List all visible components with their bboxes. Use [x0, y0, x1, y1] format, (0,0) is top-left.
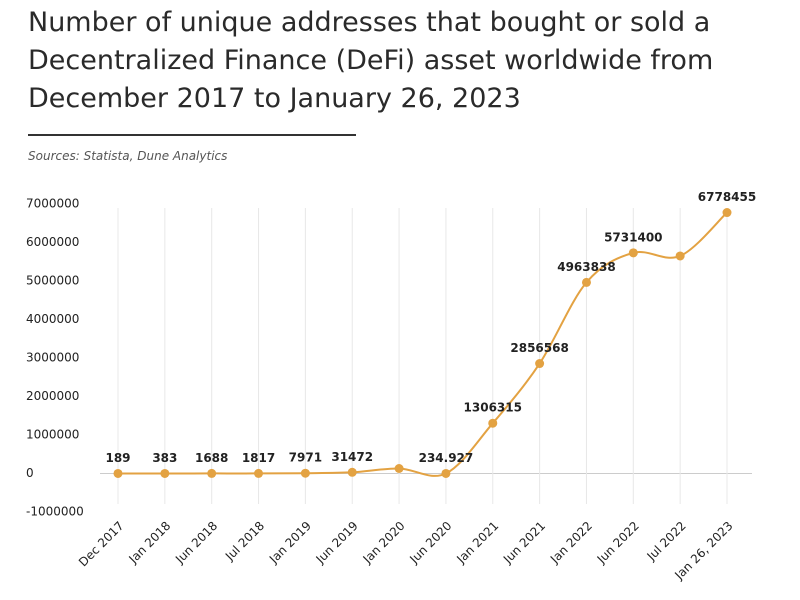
y-tick-label: 1000000 [26, 428, 79, 442]
point [628, 248, 638, 258]
x-tick-label: Jan 2021 [453, 519, 501, 567]
y-tick-label: 3000000 [26, 351, 79, 365]
value-label: 7971 [289, 451, 322, 465]
y-tick-label: 4000000 [26, 312, 79, 326]
value-label: 383 [152, 451, 177, 465]
value-label: 234.927 [419, 451, 474, 465]
x-tick-label: Jun 2018 [172, 519, 220, 567]
point [160, 468, 170, 478]
x-tick-label: Jun 2019 [313, 519, 361, 567]
value-label: 6778455 [698, 190, 756, 204]
x-tick-label: Jun 2020 [406, 519, 454, 567]
y-tick-label: -1000000 [26, 505, 84, 519]
point [113, 468, 123, 478]
x-tick-label: Jul 2022 [644, 519, 689, 564]
value-label: 2856568 [510, 341, 568, 355]
y-tick-label: 2000000 [26, 389, 79, 403]
x-tick-label: Jan 2019 [266, 519, 314, 567]
value-label: 1306315 [464, 401, 522, 415]
value-label: 189 [105, 451, 130, 465]
title-rule [28, 134, 356, 136]
value-label: 5731400 [604, 230, 662, 244]
y-tick-label: 5000000 [26, 274, 79, 288]
point [300, 468, 310, 478]
x-tick-label: Jun 2022 [594, 519, 642, 567]
point [722, 208, 732, 218]
point [581, 277, 591, 287]
value-label: 1817 [242, 451, 275, 465]
source-note: Sources: Statista, Dune Analytics [28, 149, 228, 163]
x-tick-label: Jul 2018 [222, 519, 267, 564]
x-tick-label: Jun 2021 [500, 519, 548, 567]
x-tick-label: Jan 2022 [547, 519, 595, 567]
point [347, 467, 357, 477]
x-tick-label: Jan 2020 [360, 519, 408, 567]
point [207, 468, 217, 478]
value-label: 4963838 [557, 260, 615, 274]
point [441, 468, 451, 478]
chart-title: Number of unique addresses that bought o… [28, 7, 714, 114]
point [254, 468, 264, 478]
point [394, 463, 404, 473]
y-tick-label: 6000000 [26, 235, 79, 249]
y-tick-label: 0 [26, 466, 34, 480]
y-tick-label: 7000000 [26, 197, 79, 211]
value-label: 1688 [195, 451, 228, 465]
x-tick-label: Dec 2017 [76, 519, 127, 570]
x-tick-label: Jan 2018 [125, 519, 173, 567]
value-label: 31472 [331, 450, 373, 464]
point [535, 359, 545, 369]
point [675, 251, 685, 261]
point [488, 418, 498, 428]
